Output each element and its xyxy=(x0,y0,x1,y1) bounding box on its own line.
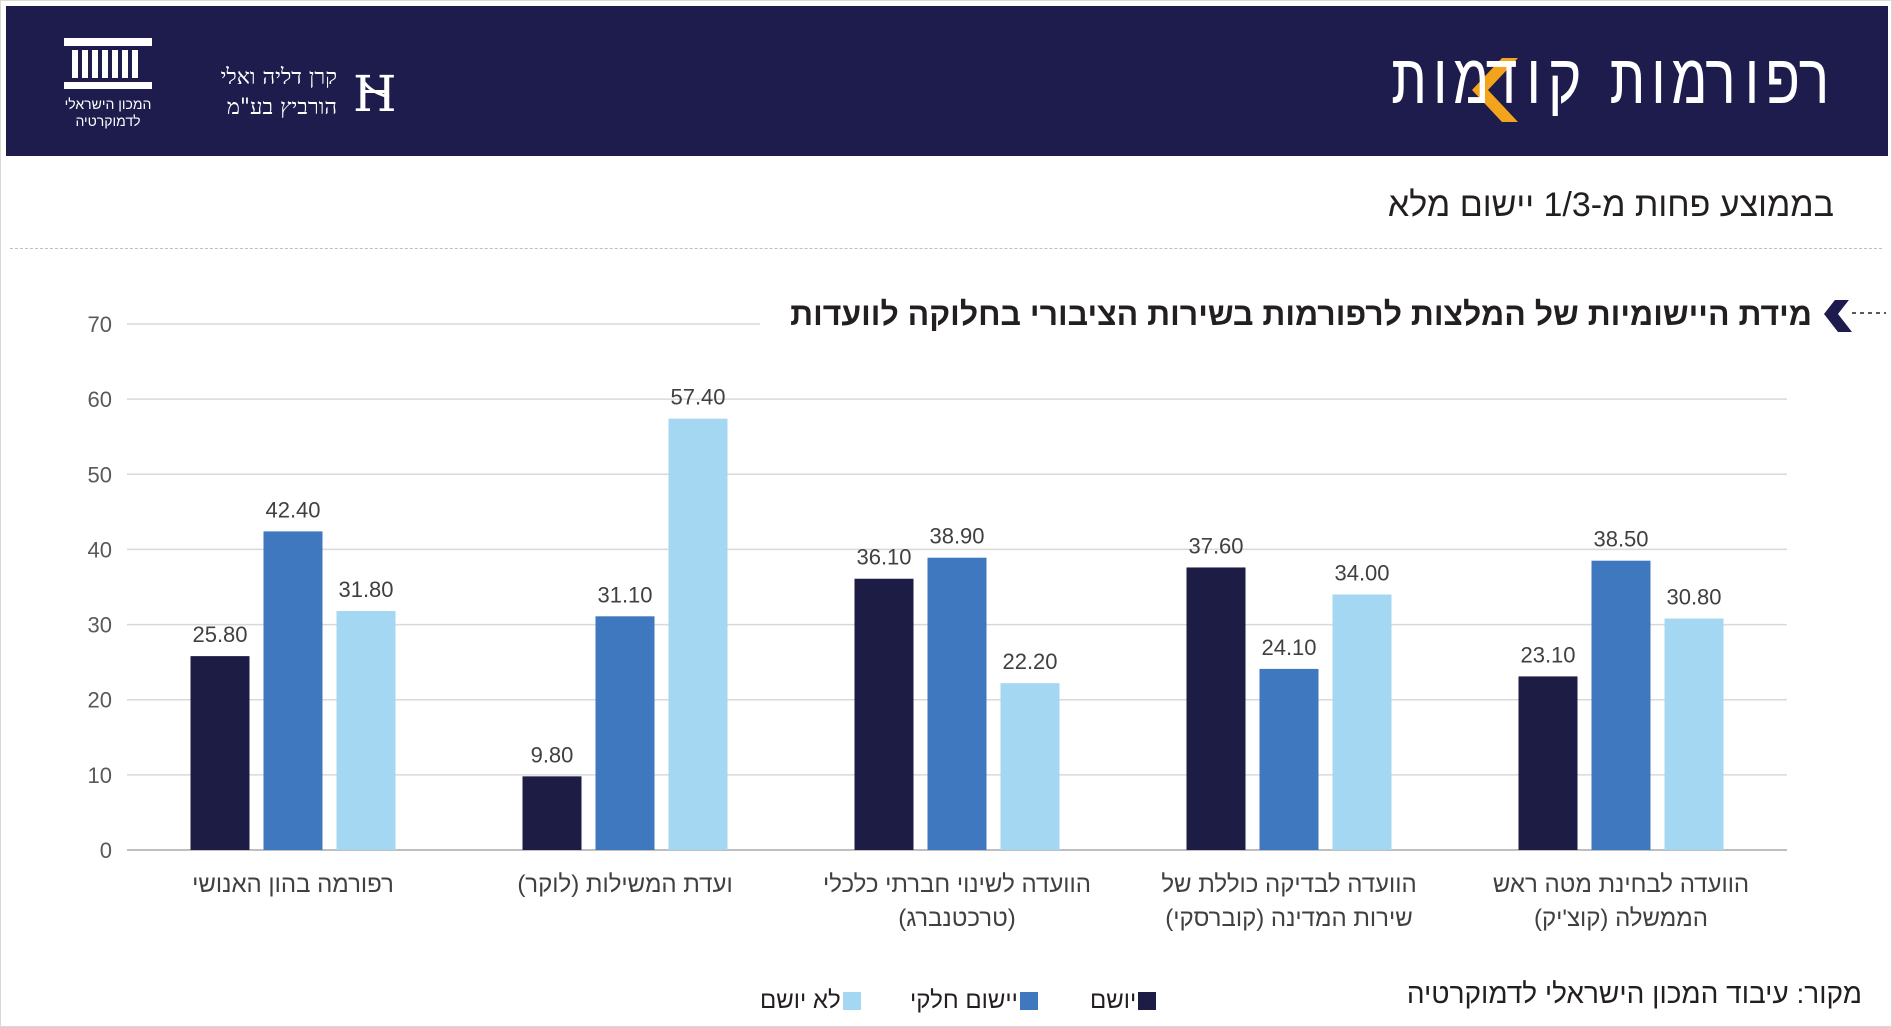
bar xyxy=(1518,676,1578,850)
bar-chart: 0 10 20 30 40 50 60 70 25.80 42.40 31.80 רפורמה בהו… xyxy=(88,300,1886,932)
x-tick-label: רפורמה בהון האנושי xyxy=(192,871,394,898)
bar xyxy=(1664,618,1724,850)
idi-logo-text: המכון הישראלי לדמוקרטיה xyxy=(64,96,152,129)
y-tick-label: 10 xyxy=(88,763,112,788)
horowitz-foundation-text: קרן דליה ואלי הורביץ בע"מ xyxy=(177,63,337,123)
data-label: 9.80 xyxy=(531,742,574,767)
bar xyxy=(522,776,582,850)
slide-subtitle: בממוצע פחות מ-1/3 יישום מלא xyxy=(1387,186,1834,224)
bar xyxy=(1186,567,1246,850)
bar xyxy=(927,557,987,850)
data-label: 24.10 xyxy=(1261,635,1316,660)
legend-swatch-not-implemented xyxy=(842,992,861,1010)
legend-label-not-implemented: לא יושם xyxy=(760,987,841,1014)
divider xyxy=(10,248,1882,249)
bar xyxy=(263,531,323,850)
data-label: 30.80 xyxy=(1666,585,1721,610)
data-label: 36.10 xyxy=(856,545,911,570)
data-label: 31.10 xyxy=(597,582,652,607)
legend-swatch-implemented xyxy=(1138,992,1157,1010)
source-note: מקור: עיבוד המכון הישראלי לדמוקרטיה xyxy=(1406,978,1862,1009)
x-tick-label: הוועדה לבחינת מטה ראש xyxy=(1493,871,1749,898)
chevron-left-icon xyxy=(1824,300,1852,332)
y-tick-label: 0 xyxy=(100,838,112,863)
y-tick-label: 60 xyxy=(88,387,112,412)
data-label: 42.40 xyxy=(265,497,320,522)
y-tick-label: 20 xyxy=(88,688,112,713)
bar xyxy=(595,616,655,850)
bar xyxy=(1591,560,1651,850)
x-tick-label: (טרכטנברג) xyxy=(898,905,1016,932)
legend-label-partial: יישום חלקי xyxy=(910,987,1018,1014)
chevron-left-icon xyxy=(1472,58,1518,122)
data-label: 38.50 xyxy=(1593,527,1648,552)
bar xyxy=(1332,594,1392,850)
idi-logo: המכון הישראלי לדמוקרטיה xyxy=(56,36,160,136)
legend-item-not-implemented: לא יושם xyxy=(760,986,861,1016)
horowitz-foundation-logo: H קרן דליה ואלי הורביץ בע"מ xyxy=(191,61,401,131)
data-label: 23.10 xyxy=(1520,642,1575,667)
data-label: 31.80 xyxy=(338,577,393,602)
bar xyxy=(190,656,250,850)
x-tick-label: הוועדה לשינוי חברתי כלכלי xyxy=(823,871,1091,898)
page-title: רפורמות קודמות xyxy=(1391,37,1832,120)
header-bar: המכון הישראלי לדמוקרטיה H קרן דליה ואלי … xyxy=(6,6,1888,156)
legend-label-implemented: יושם xyxy=(1090,987,1137,1014)
bar xyxy=(336,611,396,850)
data-label: 38.90 xyxy=(929,524,984,549)
horowitz-line-1: קרן דליה ואלי xyxy=(220,65,337,90)
y-tick-label: 30 xyxy=(88,613,112,638)
legend-item-implemented: יושם xyxy=(1090,986,1157,1016)
y-tick-label: 40 xyxy=(88,537,112,562)
bar xyxy=(1000,683,1060,850)
bar xyxy=(1259,668,1319,850)
x-tick-label: הוועדה לבדיקה כוללת של xyxy=(1161,871,1416,898)
y-tick-label: 50 xyxy=(88,462,112,487)
data-label: 57.40 xyxy=(670,385,725,410)
data-label: 37.60 xyxy=(1188,533,1243,558)
horowitz-line-2: הורביץ בע"מ xyxy=(226,95,337,120)
legend-item-partial: יישום חלקי xyxy=(910,986,1038,1016)
x-tick-label: ועדת המשילות (לוקר) xyxy=(517,871,732,898)
data-label: 34.00 xyxy=(1334,561,1389,586)
data-label: 22.20 xyxy=(1002,649,1057,674)
y-tick-label: 70 xyxy=(88,312,112,337)
bar xyxy=(854,578,914,850)
x-tick-label: שירות המדינה (קוברסקי) xyxy=(1165,905,1412,932)
x-tick-label: הממשלה (קוצ'יק) xyxy=(1534,905,1708,932)
horowitz-monogram-icon: H xyxy=(353,65,397,121)
data-label: 25.80 xyxy=(192,622,247,647)
bar xyxy=(668,418,728,850)
chart-title: מידת היישומיות של המלצות לרפורמות בשירות… xyxy=(790,296,1812,332)
institute-building-icon xyxy=(64,38,152,89)
legend-swatch-partial xyxy=(1019,992,1038,1010)
